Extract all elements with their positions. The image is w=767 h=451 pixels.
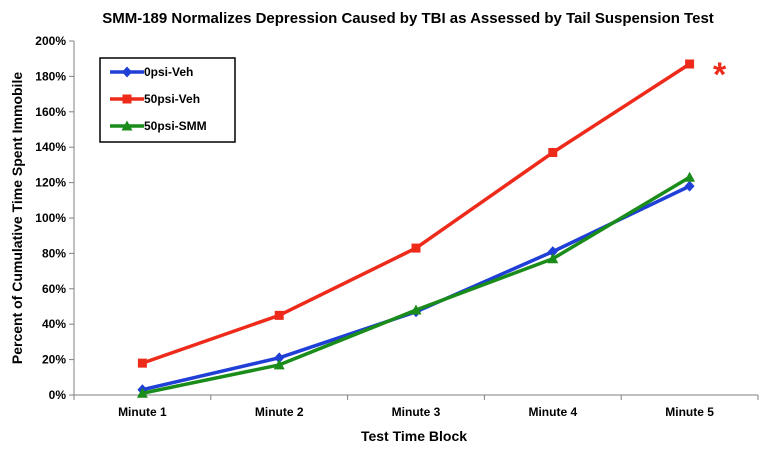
data-point-50psi-veh (411, 243, 421, 253)
x-tick-label: Minute 5 (665, 405, 714, 419)
data-point-0psi-veh (274, 352, 285, 364)
x-tick-label: Minute 4 (528, 405, 577, 419)
data-point-50psi-smm (547, 253, 559, 264)
series-line-0psi-veh (142, 184, 691, 392)
series-line-50psi-smm (142, 175, 691, 395)
legend-marker-50psi-veh (122, 94, 132, 104)
x-tick-label: Minute 1 (118, 405, 167, 419)
chart-title: SMM-189 Normalizes Depression Caused by … (102, 10, 714, 27)
legend-label-50psi-veh: 50psi-Veh (144, 92, 200, 106)
y-tick-label: 100% (35, 211, 66, 225)
y-tick-label: 180% (35, 69, 66, 83)
legend-label-50psi-smm: 50psi-SMM (144, 119, 207, 133)
y-tick-label: 120% (35, 176, 66, 190)
data-point-0psi-veh (547, 246, 558, 258)
data-point-50psi-veh (685, 59, 695, 69)
y-tick-label: 140% (35, 140, 66, 154)
significance-asterisk: * (713, 56, 727, 94)
y-tick-label: 80% (42, 246, 66, 260)
y-tick-label: 20% (42, 353, 66, 367)
data-point-50psi-smm (684, 171, 696, 182)
y-tick-label: 200% (35, 34, 66, 48)
y-tick-label: 160% (35, 105, 66, 119)
data-point-0psi-veh (684, 180, 695, 192)
legend-marker-0psi-veh (122, 66, 132, 78)
legend-marker-50psi-smm (121, 120, 133, 131)
data-point-50psi-smm (136, 387, 148, 398)
legend-label-0psi-veh: 0psi-Veh (144, 65, 193, 79)
x-axis-title: Test Time Block (361, 428, 467, 444)
data-point-50psi-veh (137, 358, 147, 368)
data-point-50psi-smm (410, 304, 422, 315)
legend: 0psi-Veh 50psi-Veh 50psi-SMM (99, 57, 236, 143)
data-point-50psi-veh (274, 310, 284, 320)
y-axis-title: Percent of Cumulative Time Spent Immobil… (9, 72, 25, 364)
y-tick-label: 60% (42, 282, 66, 296)
plot-area: 0% 20% 40% 60% 80% 100% 120% 140% 160% 180% 200% Mi… (35, 34, 759, 419)
y-tick-label: 40% (42, 317, 66, 331)
x-tick-label: Minute 3 (392, 405, 441, 419)
x-tick-label: Minute 2 (255, 405, 304, 419)
data-point-50psi-smm (273, 359, 285, 370)
data-point-50psi-veh (548, 148, 558, 158)
y-tick-label: 0% (49, 388, 67, 402)
